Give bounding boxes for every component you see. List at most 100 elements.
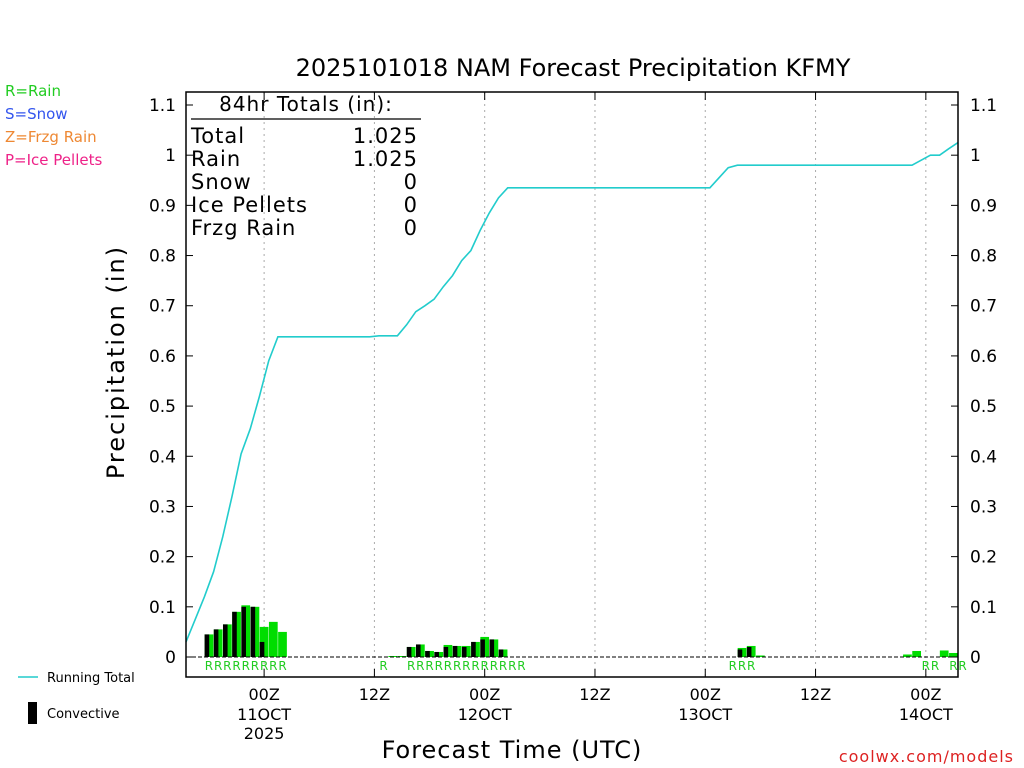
type-legend-item-2: Z=Frzg Rain — [5, 128, 97, 146]
convective-bar-h0 — [204, 634, 210, 657]
totals-value-3: 0 — [404, 193, 418, 217]
convective-bar-h4 — [241, 606, 246, 657]
y-tick-label-right-9: 0.9 — [970, 196, 997, 216]
y-tick-label-left-3: 0.3 — [149, 497, 176, 517]
type-legend-item-0: R=Rain — [5, 82, 61, 100]
type-label-10: R — [407, 659, 415, 673]
type-label-12: R — [425, 659, 433, 673]
type-label-11: R — [416, 659, 424, 673]
totals-name-3: Ice Pellets — [191, 193, 308, 217]
convective-bar-h26 — [443, 646, 449, 657]
x-tick-label-5: 12Z — [800, 685, 831, 704]
y-tick-label-right-2: 0.2 — [970, 548, 997, 568]
plot-frame — [185, 91, 959, 678]
y-tick-label-right-5: 0.5 — [970, 397, 997, 417]
type-label-19: R — [490, 659, 498, 673]
type-label-4: R — [242, 659, 250, 673]
totals-value-2: 0 — [404, 170, 418, 194]
y-tick-label-left-6: 0.6 — [149, 347, 176, 367]
type-label-27: R — [931, 659, 939, 673]
x-tick-label-0: 00Z — [248, 685, 279, 704]
convective-bar-h5 — [250, 606, 256, 657]
totals-name-0: Total — [190, 124, 245, 148]
convective-bar-h28 — [461, 646, 467, 657]
totals-header: 84hr Totals (in): — [219, 92, 393, 116]
x-tick-year-0: 2025 — [244, 724, 285, 743]
type-label-28: R — [949, 659, 957, 673]
precip-bar-h21 — [397, 655, 407, 657]
convective-bar-h6 — [259, 641, 265, 657]
type-label-5: R — [251, 659, 259, 673]
y-tick-label-right-6: 0.6 — [970, 347, 997, 367]
legend-convective-label: Convective — [47, 707, 120, 722]
totals-box: 84hr Totals (in): Total 1.025 Rain 1.025 Snow… — [190, 92, 421, 240]
totals-value-4: 0 — [404, 216, 418, 240]
convective-bar-h22 — [406, 646, 412, 657]
y-tick-label-left-4: 0.4 — [149, 447, 176, 467]
y-tick-label-right-1: 0.1 — [970, 598, 997, 618]
precip-bar-h81 — [949, 652, 958, 657]
type-label-9: R — [379, 659, 387, 673]
x-tick-label-4: 00Z — [690, 685, 721, 704]
precip-bars — [204, 605, 958, 657]
y-tick-label-left-8: 0.8 — [149, 247, 176, 267]
type-label-18: R — [481, 659, 489, 673]
y-tick-label-right-7: 0.7 — [970, 297, 997, 317]
precip-bar-h7 — [268, 621, 278, 657]
legend-running-total-label: Running Total — [47, 671, 135, 686]
type-label-24: R — [738, 659, 746, 673]
convective-bar-h2 — [222, 624, 228, 657]
y-tick-label-right-11: 1.1 — [970, 96, 997, 116]
x-tick-date-0: 11OCT — [237, 705, 291, 724]
type-label-6: R — [260, 659, 268, 673]
convective-bar-h59 — [746, 646, 752, 657]
y-axis-left: 0 0.1 0.2 0.3 0.4 0.5 0.6 0.7 0.8 0.9 1 1.1 — [149, 96, 193, 668]
y-tick-label-left-7: 0.7 — [149, 297, 176, 317]
convective-bar-h1 — [213, 629, 219, 657]
type-label-29: R — [958, 659, 966, 673]
y-tick-label-left-5: 0.5 — [149, 397, 176, 417]
running-total-line — [185, 141, 959, 643]
y-axis-right: 0 0.1 0.2 0.3 0.4 0.5 0.6 0.7 0.8 0.9 1 1.1 — [951, 96, 997, 668]
type-label-20: R — [499, 659, 507, 673]
precip-bar-h76 — [903, 654, 912, 657]
type-label-2: R — [223, 659, 231, 673]
type-label-7: R — [269, 659, 277, 673]
convective-bar-h25 — [434, 651, 439, 657]
running-total-polyline — [185, 141, 959, 643]
totals-value-0: 1.025 — [353, 124, 418, 148]
y-axis-label: Precipitation (in) — [102, 245, 130, 479]
x-tick-date-6: 14OCT — [899, 705, 953, 724]
convective-bar-h31 — [489, 639, 495, 657]
convective-bar-h30 — [480, 639, 485, 657]
y-tick-label-right-8: 0.8 — [970, 247, 997, 267]
convective-bar-h24 — [425, 650, 430, 657]
convective-bar-h27 — [452, 645, 458, 657]
y-tick-label-right-3: 0.3 — [970, 497, 997, 517]
type-legend-item-1: S=Snow — [5, 105, 68, 123]
totals-name-1: Rain — [191, 147, 241, 171]
chart-title: 2025101018 NAM Forecast Precipitation KF… — [296, 54, 851, 82]
type-label-13: R — [435, 659, 443, 673]
credit-text: coolwx.com/models — [839, 747, 1014, 766]
x-tick-date-4: 13OCT — [678, 705, 732, 724]
y-tick-label-right-10: 1 — [970, 146, 981, 166]
totals-name-4: Frzg Rain — [191, 216, 296, 240]
convective-bar-h23 — [415, 644, 421, 657]
y-tick-label-left-10: 1 — [165, 146, 176, 166]
x-tick-label-1: 12Z — [359, 685, 390, 704]
type-label-25: R — [747, 659, 755, 673]
type-label-17: R — [471, 659, 479, 673]
type-label-14: R — [444, 659, 452, 673]
type-legend-item-3: P=Ice Pellets — [5, 151, 102, 169]
type-label-16: R — [462, 659, 470, 673]
y-tick-label-left-9: 0.9 — [149, 196, 176, 216]
convective-bar-h29 — [471, 641, 476, 657]
type-label-21: R — [508, 659, 516, 673]
type-label-26: R — [922, 659, 930, 673]
totals-value-1: 1.025 — [353, 147, 418, 171]
type-label-22: R — [517, 659, 525, 673]
x-tick-label-6: 00Z — [910, 685, 941, 704]
